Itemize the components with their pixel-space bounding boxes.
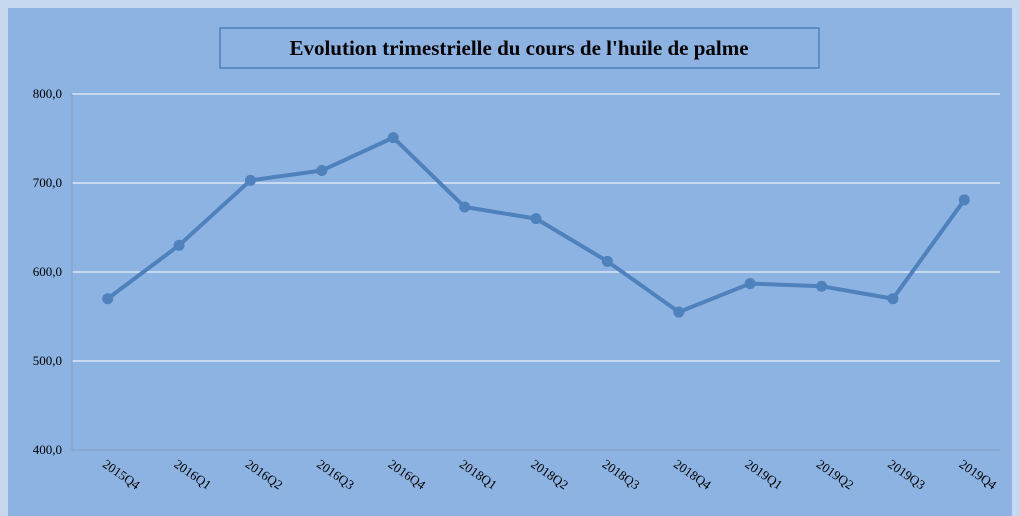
data-point (673, 306, 685, 318)
y-tick-label: 400,0 (33, 442, 62, 457)
data-point (387, 132, 399, 144)
data-point (459, 201, 471, 213)
y-tick-label: 700,0 (33, 175, 62, 190)
data-point (316, 165, 328, 177)
data-point (244, 174, 256, 186)
y-tick-label: 800,0 (33, 86, 62, 101)
data-point (102, 293, 114, 305)
data-point (958, 194, 970, 206)
chart-title: Evolution trimestrielle du cours de l'hu… (289, 36, 748, 60)
data-point (173, 239, 185, 251)
data-point (887, 293, 899, 305)
y-tick-label: 500,0 (33, 353, 62, 368)
data-point (530, 213, 542, 225)
chart-area (8, 8, 1012, 516)
data-point (816, 280, 828, 292)
data-point (744, 278, 756, 290)
title-box (219, 27, 820, 69)
y-tick-label: 600,0 (33, 264, 62, 279)
data-point (601, 255, 613, 267)
